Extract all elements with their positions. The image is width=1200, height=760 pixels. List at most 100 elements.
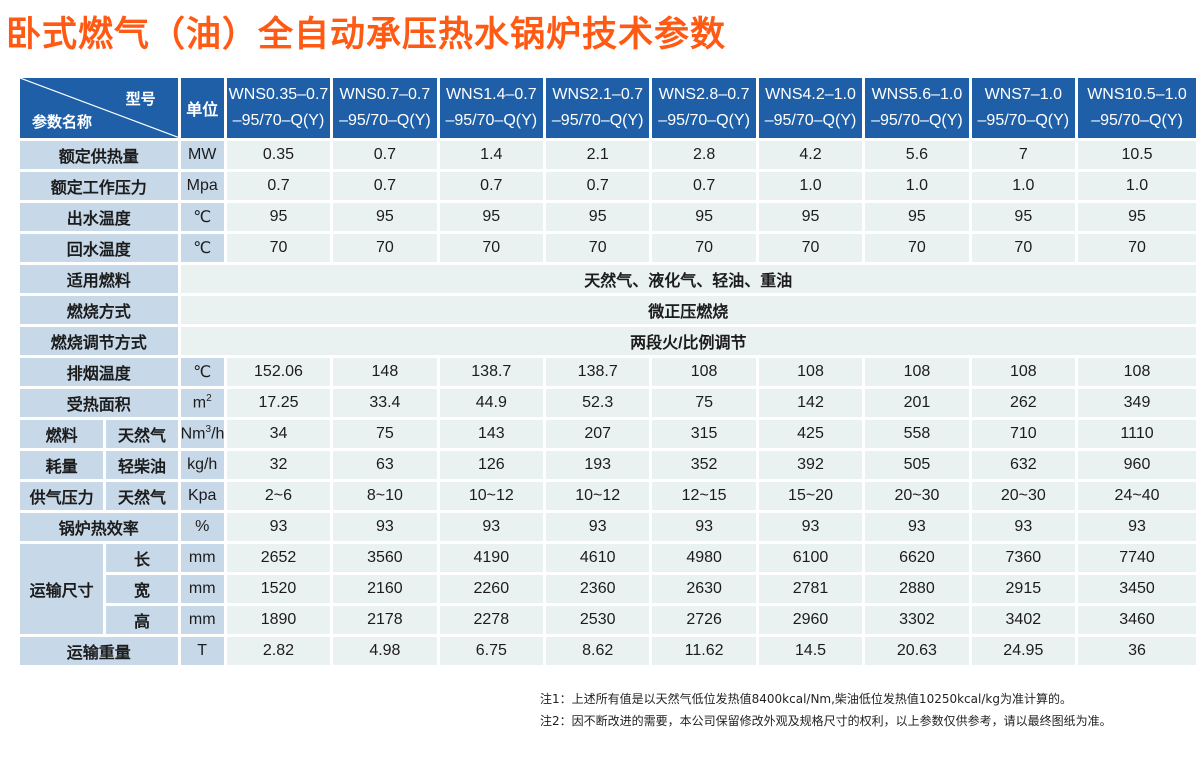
value-cell: 4980 bbox=[649, 541, 758, 574]
value-cell: 0.7 bbox=[330, 169, 439, 202]
length-label: 长 bbox=[103, 541, 180, 574]
value-cell: 2160 bbox=[330, 572, 439, 605]
value-cell: 95 bbox=[542, 200, 651, 233]
value-cell: 505 bbox=[862, 448, 971, 481]
value-cell: 93 bbox=[649, 510, 758, 543]
model-suffix: –95/70–Q(Y) bbox=[445, 112, 538, 129]
model-header-6: WNS5.6–1.0 –95/70–Q(Y) bbox=[862, 75, 971, 140]
row-label: 排烟温度 bbox=[17, 355, 180, 388]
value-cell: 2360 bbox=[542, 572, 651, 605]
unit-cell: ℃ bbox=[177, 231, 226, 264]
value-cell: 6.75 bbox=[436, 634, 545, 665]
value-cell: 24.95 bbox=[968, 634, 1077, 665]
value-cell: 70 bbox=[223, 231, 332, 264]
value-cell: 4.98 bbox=[330, 634, 439, 665]
merged-value-cell: 天然气、液化气、轻油、重油 bbox=[177, 262, 1196, 295]
model-header-label: 型号 bbox=[125, 90, 156, 108]
model-suffix: –95/70–Q(Y) bbox=[764, 112, 857, 129]
value-cell: 3560 bbox=[330, 541, 439, 574]
model-name: WNS10.5–1.0 bbox=[1087, 86, 1187, 103]
value-cell: 4.2 bbox=[755, 138, 864, 171]
row-width: 宽 mm 1520 2160 2260 2360 2630 2781 2880 2915 3450 bbox=[19, 572, 1196, 605]
unit-tail: /h bbox=[211, 425, 225, 443]
value-cell: 8~10 bbox=[330, 479, 439, 512]
value-cell: 2726 bbox=[649, 603, 758, 636]
value-cell: 3402 bbox=[968, 603, 1077, 636]
value-cell: 2178 bbox=[330, 603, 439, 636]
value-cell: 0.7 bbox=[330, 138, 439, 171]
unit-text: m bbox=[192, 394, 207, 412]
value-cell: 1890 bbox=[223, 603, 332, 636]
value-cell: 143 bbox=[436, 417, 545, 450]
value-cell: 93 bbox=[436, 510, 545, 543]
row-return_temp: 回水温度 ℃ 70 70 70 70 70 70 70 70 70 bbox=[17, 231, 1196, 264]
model-name: WNS4.2–1.0 bbox=[765, 86, 856, 103]
value-cell: 33.4 bbox=[330, 386, 439, 419]
param-name-header-label: 参数名称 bbox=[32, 113, 93, 131]
value-cell: 6100 bbox=[755, 541, 864, 574]
value-cell: 108 bbox=[1075, 355, 1196, 388]
diagonal-line-icon bbox=[22, 79, 180, 138]
row-label: 燃烧方式 bbox=[17, 293, 180, 326]
row-label: 燃烧调节方式 bbox=[17, 324, 180, 357]
model-header-4: WNS2.8–0.7 –95/70–Q(Y) bbox=[649, 75, 758, 140]
value-cell: 315 bbox=[649, 417, 758, 450]
value-cell: 95 bbox=[1075, 200, 1196, 233]
value-cell: 2.1 bbox=[542, 138, 651, 171]
model-header-7: WNS7–1.0 –95/70–Q(Y) bbox=[968, 75, 1077, 140]
unit-text: ℃ bbox=[193, 240, 212, 257]
value-cell: 2~6 bbox=[223, 479, 332, 512]
value-cell: 2.8 bbox=[649, 138, 758, 171]
model-suffix: –95/70–Q(Y) bbox=[232, 112, 325, 129]
model-suffix: –95/70–Q(Y) bbox=[658, 112, 750, 129]
value-cell: 93 bbox=[755, 510, 864, 543]
row-length: 运输尺寸长 mm 2652 3560 4190 4610 4980 6100 6620 7360 7… bbox=[16, 541, 1196, 636]
value-cell: 95 bbox=[755, 200, 864, 233]
row-oil_consumption: 耗量 轻柴油 kg/h 32 63 126 193 352 392 505 632 960 bbox=[16, 448, 1196, 481]
value-cell: 1.0 bbox=[862, 169, 971, 202]
value-cell: 108 bbox=[968, 355, 1077, 388]
unit-cell: ℃ bbox=[177, 200, 226, 233]
model-suffix: –95/70–Q(Y) bbox=[339, 112, 431, 129]
value-cell: 0.7 bbox=[436, 169, 545, 202]
value-cell: 34 bbox=[223, 417, 332, 450]
value-cell: 0.7 bbox=[223, 169, 332, 202]
unit-text: Mpa bbox=[186, 177, 218, 194]
value-cell: 70 bbox=[1075, 231, 1196, 264]
row-label: 适用燃料 bbox=[17, 262, 180, 295]
row-heating_area: 受热面积 m2 17.25 33.4 44.9 52.3 75 142 201 262 349 bbox=[17, 386, 1196, 419]
value-cell: 138.7 bbox=[436, 355, 545, 388]
footnote-2: 注2：因不断改进的需要，本公司保留修改外观及规格尺寸的权利，以上参数仅供参考，请… bbox=[540, 714, 1112, 728]
unit-cell: ℃ bbox=[177, 355, 226, 388]
row-rated_heat: 额定供热量 MW 0.35 0.7 1.4 2.1 2.8 4.2 5.6 7 10.5 bbox=[17, 138, 1196, 171]
spec-table: 型号 参数名称 单位 WNS0.35–0.7 –95/70–Q(Y) WNS0.7–… bbox=[16, 75, 1196, 665]
value-cell: 152.06 bbox=[223, 355, 332, 388]
natural-gas-label: 天然气 bbox=[103, 417, 180, 450]
unit-cell: kg/h bbox=[177, 448, 226, 481]
value-cell: 2530 bbox=[542, 603, 651, 636]
row-label: 回水温度 bbox=[17, 231, 180, 264]
unit-text: kg/h bbox=[187, 456, 218, 473]
value-cell: 10~12 bbox=[542, 479, 651, 512]
value-cell: 8.62 bbox=[542, 634, 651, 665]
diagonal-header-cell: 型号 参数名称 bbox=[17, 75, 180, 140]
value-cell: 7740 bbox=[1075, 541, 1196, 574]
value-cell: 36 bbox=[1075, 634, 1196, 665]
model-suffix: –95/70–Q(Y) bbox=[871, 112, 963, 129]
footnote-1: 注1：上述所有值是以天然气低位发热值8400kcal/Nm,柴油低位发热值102… bbox=[540, 692, 1072, 706]
transport-size-label: 运输尺寸 bbox=[16, 541, 105, 636]
value-cell: 70 bbox=[542, 231, 651, 264]
value-cell: 2960 bbox=[755, 603, 864, 636]
value-cell: 3302 bbox=[862, 603, 971, 636]
value-cell: 14.5 bbox=[755, 634, 864, 665]
value-cell: 20~30 bbox=[862, 479, 971, 512]
value-cell: 2630 bbox=[649, 572, 758, 605]
model-name: WNS0.7–0.7 bbox=[339, 86, 431, 103]
unit-text: ℃ bbox=[193, 209, 212, 226]
unit-cell: Nm3/h bbox=[177, 417, 226, 450]
value-cell: 95 bbox=[436, 200, 545, 233]
model-name: WNS7–1.0 bbox=[984, 86, 1063, 103]
value-cell: 1.4 bbox=[436, 138, 545, 171]
value-cell: 70 bbox=[755, 231, 864, 264]
page-title: 卧式燃气（油）全自动承压热水锅炉技术参数 bbox=[6, 15, 727, 55]
